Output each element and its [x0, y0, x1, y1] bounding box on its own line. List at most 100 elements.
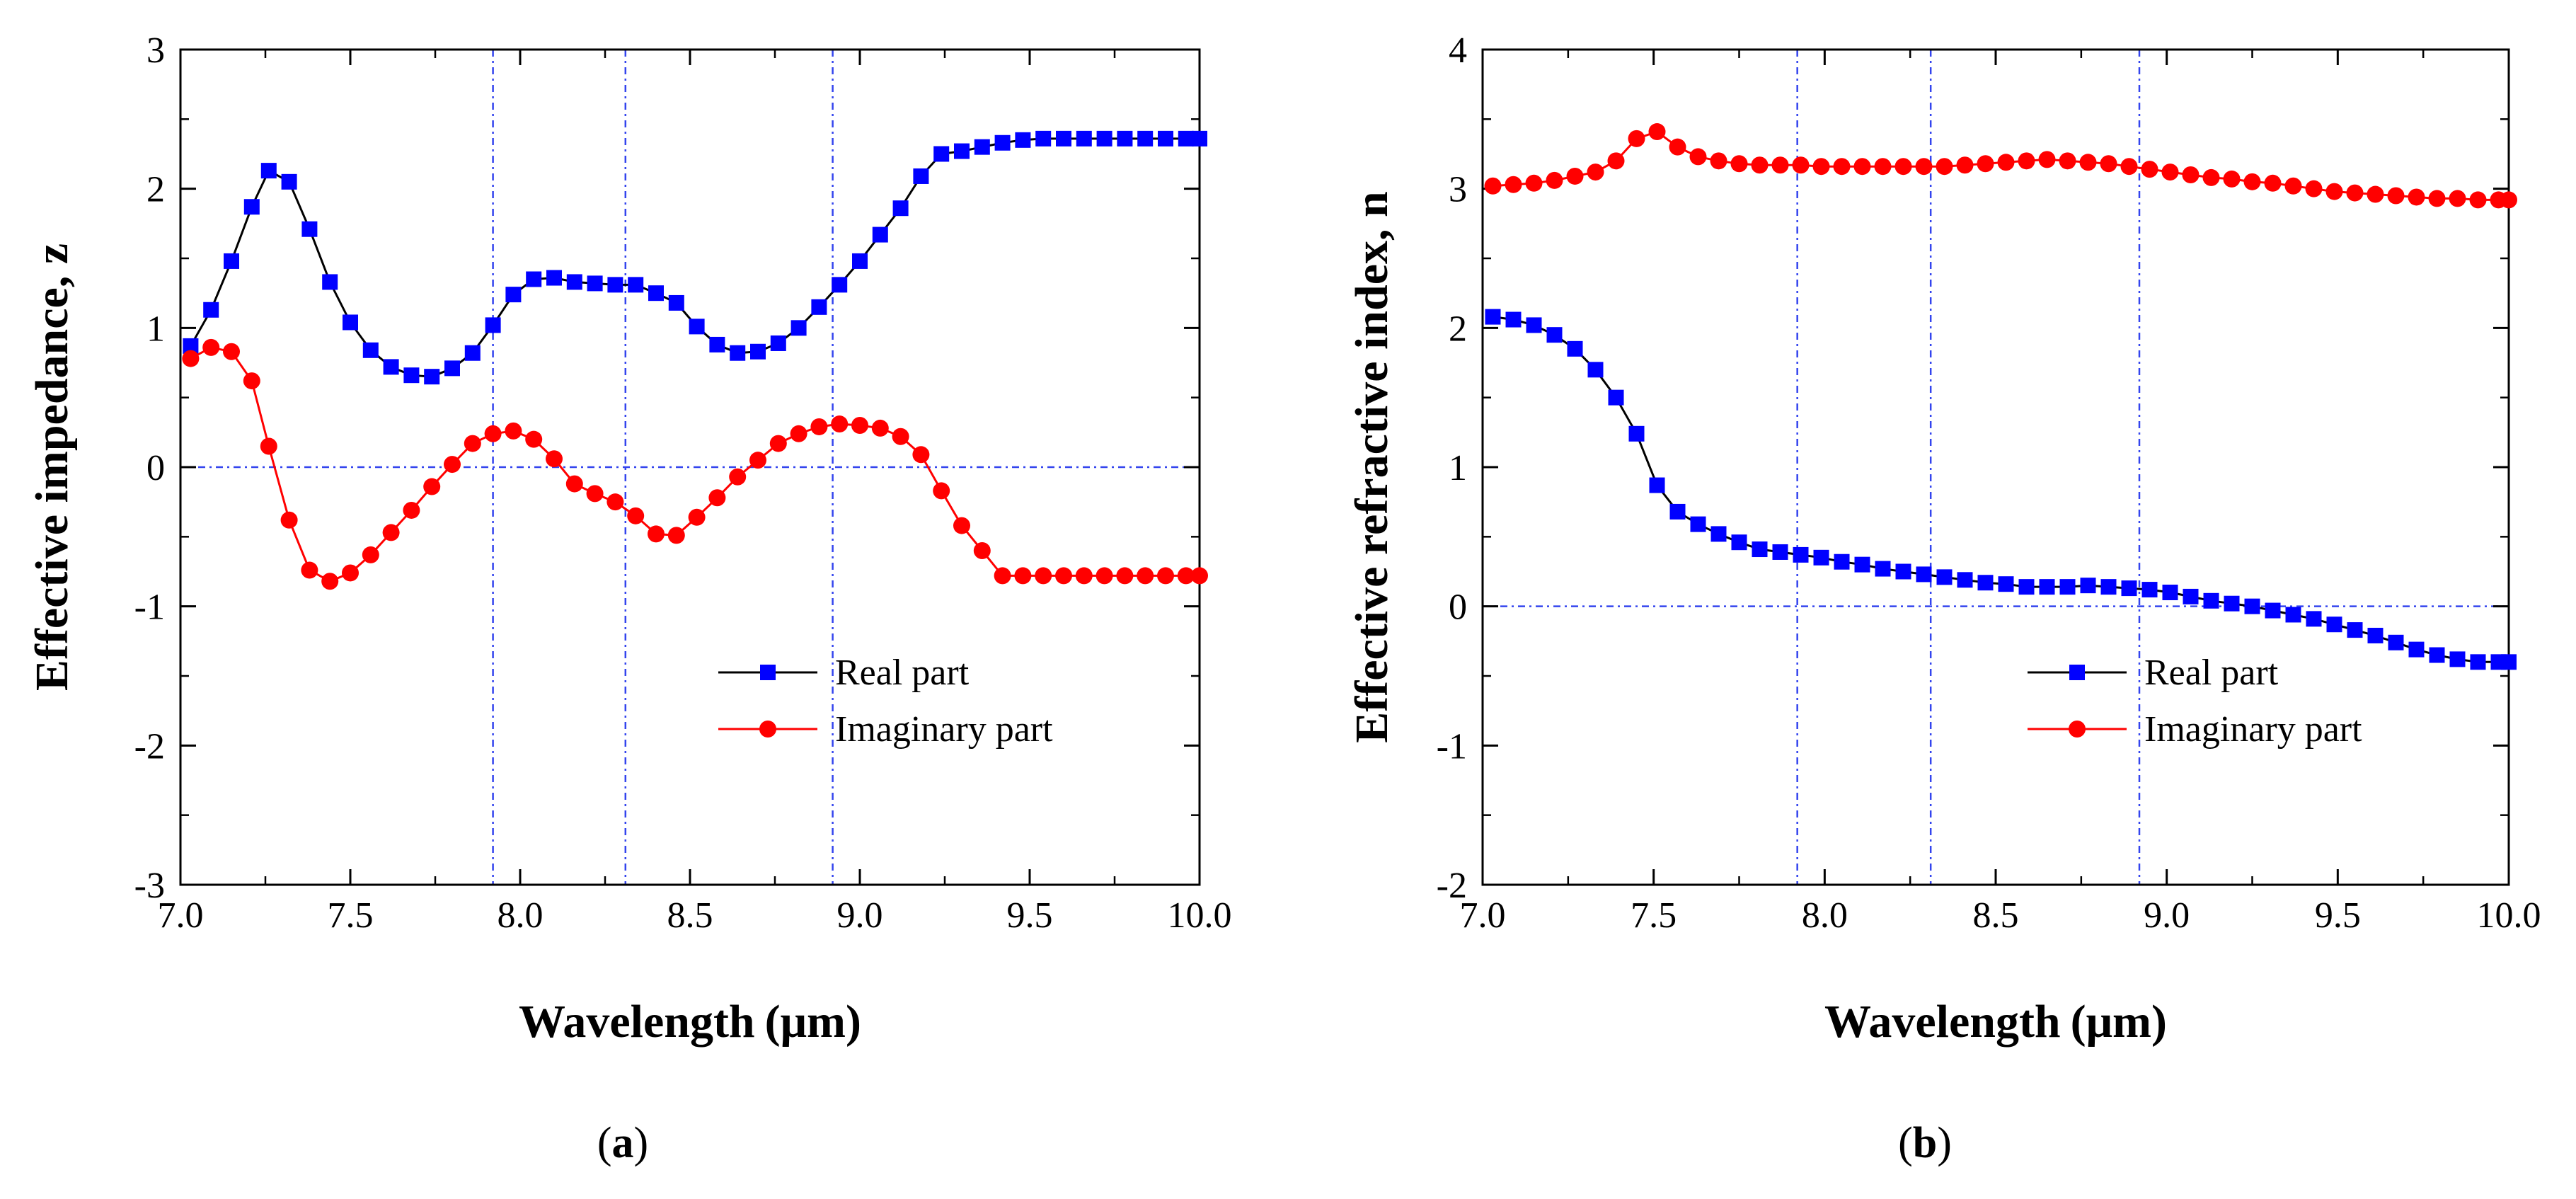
data-point [2141, 582, 2158, 598]
series-real-part [1485, 309, 2517, 670]
data-point [1936, 569, 1953, 585]
data-point [2470, 654, 2486, 670]
y-tick-label: 3 [1449, 170, 1467, 210]
data-point [2182, 166, 2200, 183]
data-point [202, 338, 220, 356]
data-point [2120, 158, 2138, 176]
data-point [730, 345, 746, 361]
data-point [1035, 567, 1052, 585]
data-point [2408, 188, 2425, 206]
y-tick-label: 4 [1449, 30, 1467, 71]
data-point [2347, 622, 2363, 638]
data-point [1587, 362, 1604, 378]
data-point [2449, 190, 2466, 207]
data-point [243, 372, 260, 390]
data-point [1178, 130, 1194, 147]
data-point [203, 302, 219, 318]
data-point [2224, 595, 2240, 612]
legend-marker [759, 721, 776, 738]
series-imaginary-part [182, 338, 1208, 590]
data-point [1669, 138, 1686, 156]
data-point [343, 314, 358, 331]
panel-label-close: ) [634, 1119, 649, 1167]
data-point [933, 482, 950, 500]
series-imaginary-part [1484, 123, 2517, 209]
data-point [1526, 317, 1542, 333]
data-point [342, 564, 359, 582]
panel-label: (b) [1898, 1119, 1952, 1167]
y-tick-label: -3 [134, 866, 165, 906]
x-tick-label: 8.0 [1802, 895, 1848, 936]
data-point [546, 270, 562, 286]
data-point [994, 567, 1011, 585]
legend-label: Real part [835, 653, 970, 693]
x-axis-title: Wavelength (μm) [519, 996, 861, 1048]
data-point [1117, 130, 1133, 147]
data-point [2387, 187, 2405, 205]
data-point [301, 221, 318, 237]
data-point [1076, 130, 1092, 147]
data-point [1075, 567, 1093, 585]
data-point [1014, 567, 1032, 585]
data-point [280, 511, 298, 529]
x-axis-title: Wavelength (μm) [1824, 996, 2167, 1048]
data-point [1710, 152, 1727, 170]
data-point [1505, 176, 1522, 193]
data-point [1035, 130, 1052, 147]
data-point [2039, 579, 2055, 595]
data-point [2161, 164, 2179, 181]
data-point [1485, 309, 1501, 325]
data-point [423, 478, 441, 495]
data-point [1916, 566, 1932, 583]
data-point [403, 501, 420, 519]
data-point [892, 428, 909, 445]
series-line [190, 346, 1200, 583]
data-point [2285, 607, 2301, 623]
data-point [1998, 576, 2014, 592]
data-point [565, 475, 583, 493]
data-point [322, 274, 338, 290]
data-point [1484, 177, 1502, 195]
data-point [852, 253, 868, 269]
data-point [2183, 588, 2199, 604]
data-point [1628, 130, 1645, 147]
data-point [954, 143, 970, 159]
data-point [2325, 183, 2343, 200]
data-point [1137, 130, 1154, 147]
panel-label-open: ( [1898, 1119, 1913, 1167]
data-point [750, 343, 766, 360]
data-point [2059, 579, 2076, 595]
data-point [606, 493, 624, 511]
data-point [546, 450, 563, 468]
data-point [912, 446, 930, 464]
data-point [1177, 567, 1195, 585]
y-tick-label: 2 [146, 170, 165, 210]
x-tick-label: 8.0 [498, 895, 544, 936]
data-point [260, 163, 277, 179]
x-tick-label: 8.5 [1973, 895, 2019, 936]
data-point [933, 146, 950, 162]
data-point [1587, 164, 1604, 181]
data-point [607, 277, 623, 293]
data-point [1191, 567, 1208, 585]
y-axis-title: Effective impedance, z [26, 243, 78, 691]
data-point [2100, 155, 2117, 173]
panel-label-open: ( [597, 1119, 612, 1167]
data-point [505, 287, 522, 303]
data-point [1915, 158, 1933, 176]
data-point [2059, 152, 2076, 170]
y-tick-label: -2 [1437, 866, 1467, 906]
y-tick-label: 0 [1449, 587, 1467, 628]
legend-label: Real part [2144, 653, 2279, 693]
data-point [183, 338, 199, 354]
data-point [444, 456, 461, 474]
data-point [1157, 567, 1174, 585]
data-point [182, 350, 200, 367]
data-point [913, 168, 929, 184]
series-real-part [183, 130, 1207, 385]
data-point [223, 343, 240, 360]
data-point [1567, 340, 1583, 357]
data-point [790, 320, 807, 336]
